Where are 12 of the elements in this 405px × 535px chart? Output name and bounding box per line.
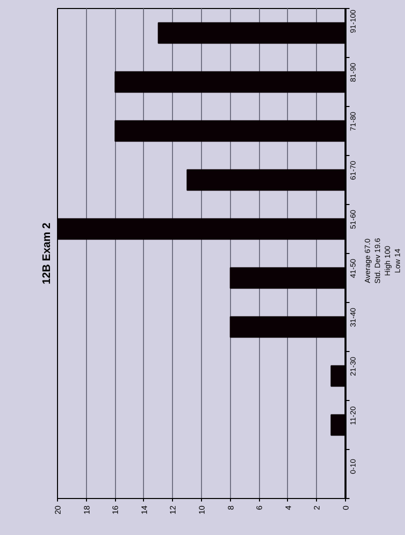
x-tick-label: 16 <box>111 504 120 514</box>
x-tick-label: 18 <box>82 504 92 514</box>
x-tick-label: 0 <box>342 504 350 510</box>
x-tick-label: 4 <box>284 504 293 510</box>
x-tick-label: 20 <box>54 504 62 514</box>
text: 12B Exam 2 <box>41 222 53 284</box>
x-tick-label: 10 <box>198 504 206 514</box>
x-tick-label: 2 <box>312 504 322 510</box>
x-tick-label: 14 <box>140 504 149 514</box>
x-tick-label: 6 <box>255 504 264 510</box>
x-tick-label: 8 <box>226 504 236 510</box>
x-tick-label: 12 <box>168 504 178 514</box>
